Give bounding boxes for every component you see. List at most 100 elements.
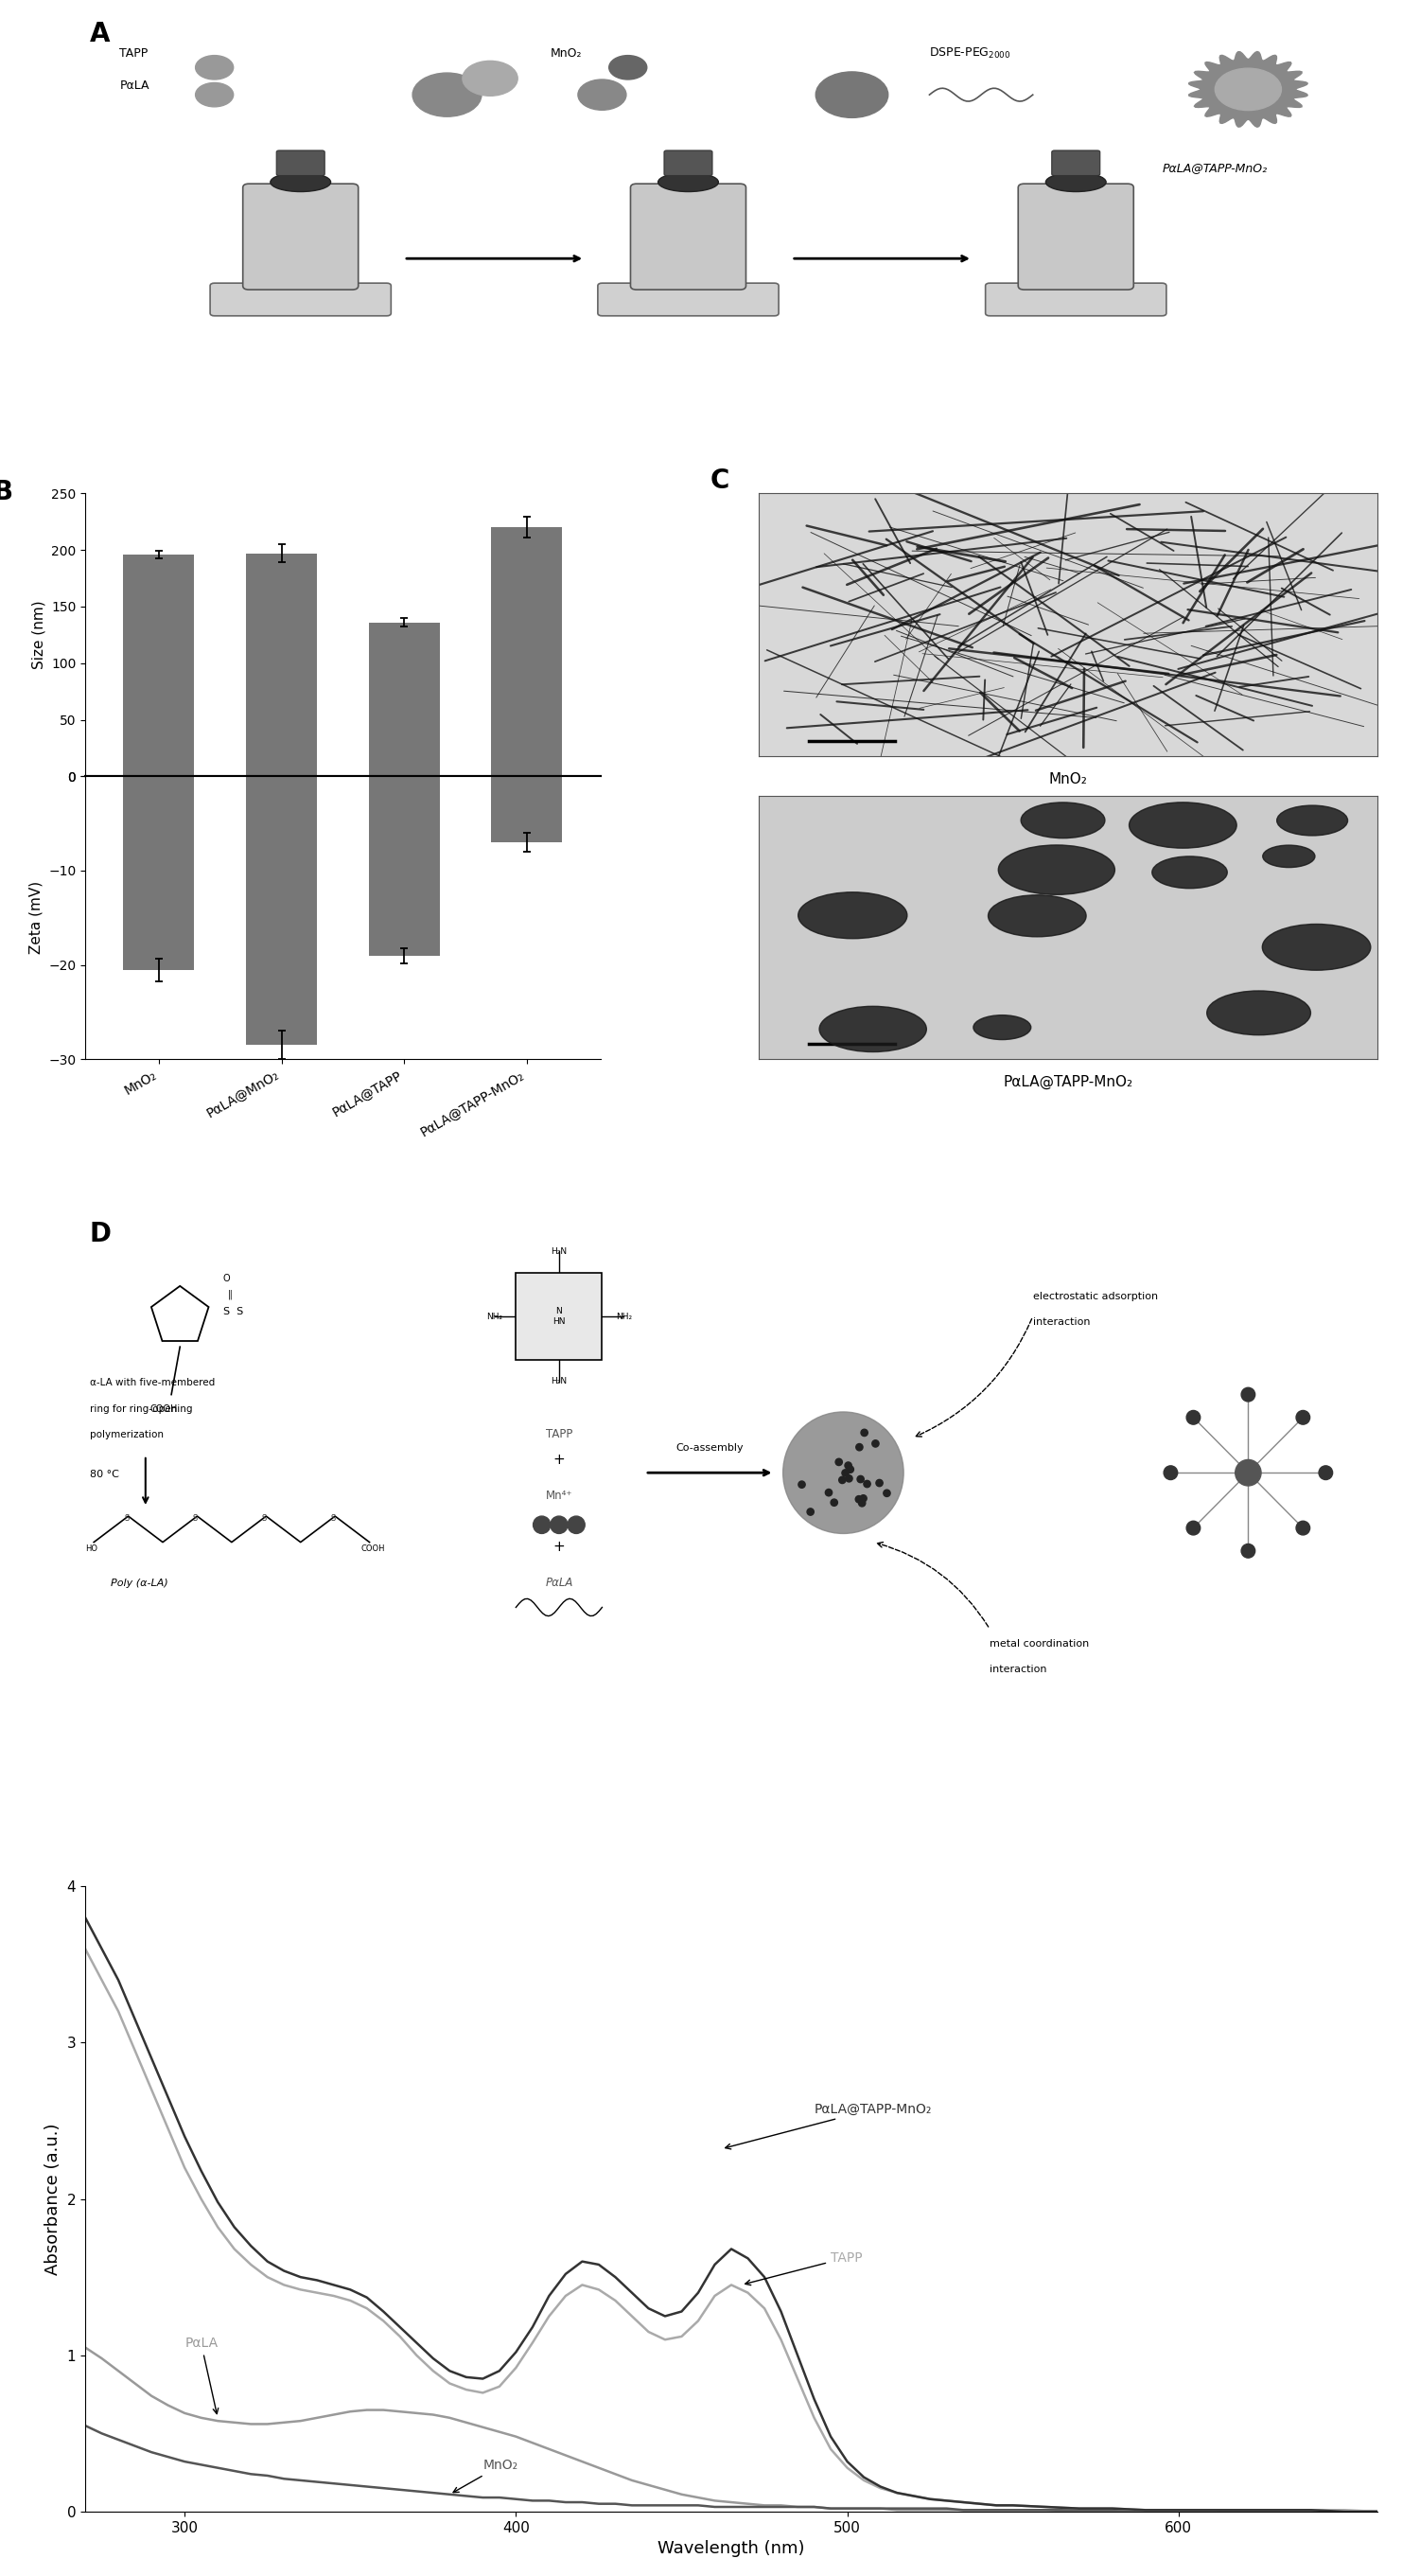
Circle shape xyxy=(973,1015,1031,1041)
Circle shape xyxy=(463,62,518,95)
Text: metal coordination: metal coordination xyxy=(990,1638,1089,1649)
FancyBboxPatch shape xyxy=(277,149,325,175)
Text: polymerization: polymerization xyxy=(89,1430,163,1440)
Text: interaction: interaction xyxy=(1032,1316,1091,1327)
Text: COOH: COOH xyxy=(361,1543,385,1553)
Circle shape xyxy=(532,1517,551,1533)
Circle shape xyxy=(1319,1466,1332,1479)
Text: PαLA: PαLA xyxy=(119,80,149,93)
Text: H₂N: H₂N xyxy=(551,1247,567,1255)
Text: Mn⁴⁺: Mn⁴⁺ xyxy=(545,1489,572,1502)
Text: MnO₂: MnO₂ xyxy=(453,2460,518,2494)
Text: D: D xyxy=(89,1221,111,1247)
Circle shape xyxy=(825,1489,832,1497)
Text: MnO₂: MnO₂ xyxy=(1049,773,1088,786)
Text: 80 °C: 80 °C xyxy=(89,1468,119,1479)
Circle shape xyxy=(1296,1520,1309,1535)
Bar xyxy=(515,1273,602,1360)
Text: S: S xyxy=(261,1515,267,1522)
FancyBboxPatch shape xyxy=(630,183,746,289)
Bar xyxy=(246,554,317,775)
Circle shape xyxy=(782,1412,903,1533)
Text: interaction: interaction xyxy=(990,1664,1047,1674)
Text: A: A xyxy=(89,21,109,46)
Text: MnO₂: MnO₂ xyxy=(551,46,582,59)
Circle shape xyxy=(568,1517,585,1533)
FancyBboxPatch shape xyxy=(598,283,778,317)
Text: PαLA@TAPP-MnO₂: PαLA@TAPP-MnO₂ xyxy=(1162,162,1267,175)
Text: PαLA@TAPP-MnO₂: PαLA@TAPP-MnO₂ xyxy=(726,2102,932,2148)
Circle shape xyxy=(413,72,481,116)
Ellipse shape xyxy=(657,173,719,191)
Text: N
HN: N HN xyxy=(552,1306,565,1327)
Circle shape xyxy=(1164,1466,1177,1479)
Ellipse shape xyxy=(1045,173,1106,191)
Circle shape xyxy=(988,894,1086,938)
Text: PαLA: PαLA xyxy=(185,2336,219,2414)
X-axis label: Wavelength (nm): Wavelength (nm) xyxy=(657,2540,805,2558)
Circle shape xyxy=(858,1476,863,1484)
Text: TAPP: TAPP xyxy=(119,46,148,59)
Text: PαLA@TAPP-MnO₂: PαLA@TAPP-MnO₂ xyxy=(1004,1074,1133,1090)
Polygon shape xyxy=(1189,52,1308,126)
Circle shape xyxy=(835,1458,842,1466)
Circle shape xyxy=(1152,855,1227,889)
Y-axis label: Zeta (mV): Zeta (mV) xyxy=(28,881,43,953)
Bar xyxy=(124,554,195,775)
FancyBboxPatch shape xyxy=(1052,149,1100,175)
Circle shape xyxy=(998,845,1115,894)
Text: S: S xyxy=(193,1515,197,1522)
Ellipse shape xyxy=(270,173,331,191)
Text: S  S: S S xyxy=(223,1309,243,1316)
FancyBboxPatch shape xyxy=(210,283,390,317)
Text: Poly (α-LA): Poly (α-LA) xyxy=(111,1579,169,1587)
Circle shape xyxy=(609,57,648,80)
Text: C: C xyxy=(710,466,728,495)
Circle shape xyxy=(1277,806,1348,835)
Circle shape xyxy=(807,1510,814,1515)
Text: PαLA: PαLA xyxy=(545,1577,572,1589)
Text: H₂N: H₂N xyxy=(551,1378,567,1386)
Circle shape xyxy=(1235,1461,1261,1486)
Circle shape xyxy=(815,72,888,118)
Text: S: S xyxy=(124,1515,129,1522)
Bar xyxy=(124,775,195,969)
Circle shape xyxy=(1021,801,1105,837)
Y-axis label: Absorbance (a.u.): Absorbance (a.u.) xyxy=(44,2123,61,2275)
Text: +: + xyxy=(552,1540,565,1553)
Circle shape xyxy=(845,1463,852,1468)
Text: TAPP: TAPP xyxy=(746,2251,862,2285)
Bar xyxy=(369,775,440,956)
Text: electrostatic adsorption: electrostatic adsorption xyxy=(1032,1291,1157,1301)
Text: Co-assembly: Co-assembly xyxy=(676,1443,744,1453)
Text: NH₂: NH₂ xyxy=(615,1311,632,1321)
Text: +: + xyxy=(552,1453,565,1466)
Circle shape xyxy=(578,80,626,111)
Circle shape xyxy=(842,1468,849,1476)
Circle shape xyxy=(839,1476,846,1484)
Text: ‖: ‖ xyxy=(227,1291,231,1301)
Circle shape xyxy=(1262,845,1315,868)
Circle shape xyxy=(861,1494,866,1502)
Text: O: O xyxy=(223,1275,230,1283)
Text: B: B xyxy=(0,479,13,505)
Circle shape xyxy=(855,1497,862,1502)
FancyBboxPatch shape xyxy=(243,183,358,289)
Circle shape xyxy=(819,1007,926,1051)
Bar xyxy=(491,528,562,775)
Y-axis label: Size (nm): Size (nm) xyxy=(31,600,45,670)
Circle shape xyxy=(1262,925,1370,971)
Text: HO: HO xyxy=(85,1543,98,1553)
Circle shape xyxy=(1296,1412,1309,1425)
Circle shape xyxy=(1207,992,1311,1036)
Circle shape xyxy=(196,82,233,106)
Text: ring for ring-opening: ring for ring-opening xyxy=(89,1404,192,1414)
Circle shape xyxy=(883,1489,890,1497)
FancyBboxPatch shape xyxy=(1018,183,1133,289)
Circle shape xyxy=(196,57,233,80)
Circle shape xyxy=(1129,801,1237,848)
Text: S: S xyxy=(331,1515,335,1522)
Circle shape xyxy=(1241,1543,1255,1558)
Circle shape xyxy=(863,1481,870,1486)
Circle shape xyxy=(1187,1412,1200,1425)
